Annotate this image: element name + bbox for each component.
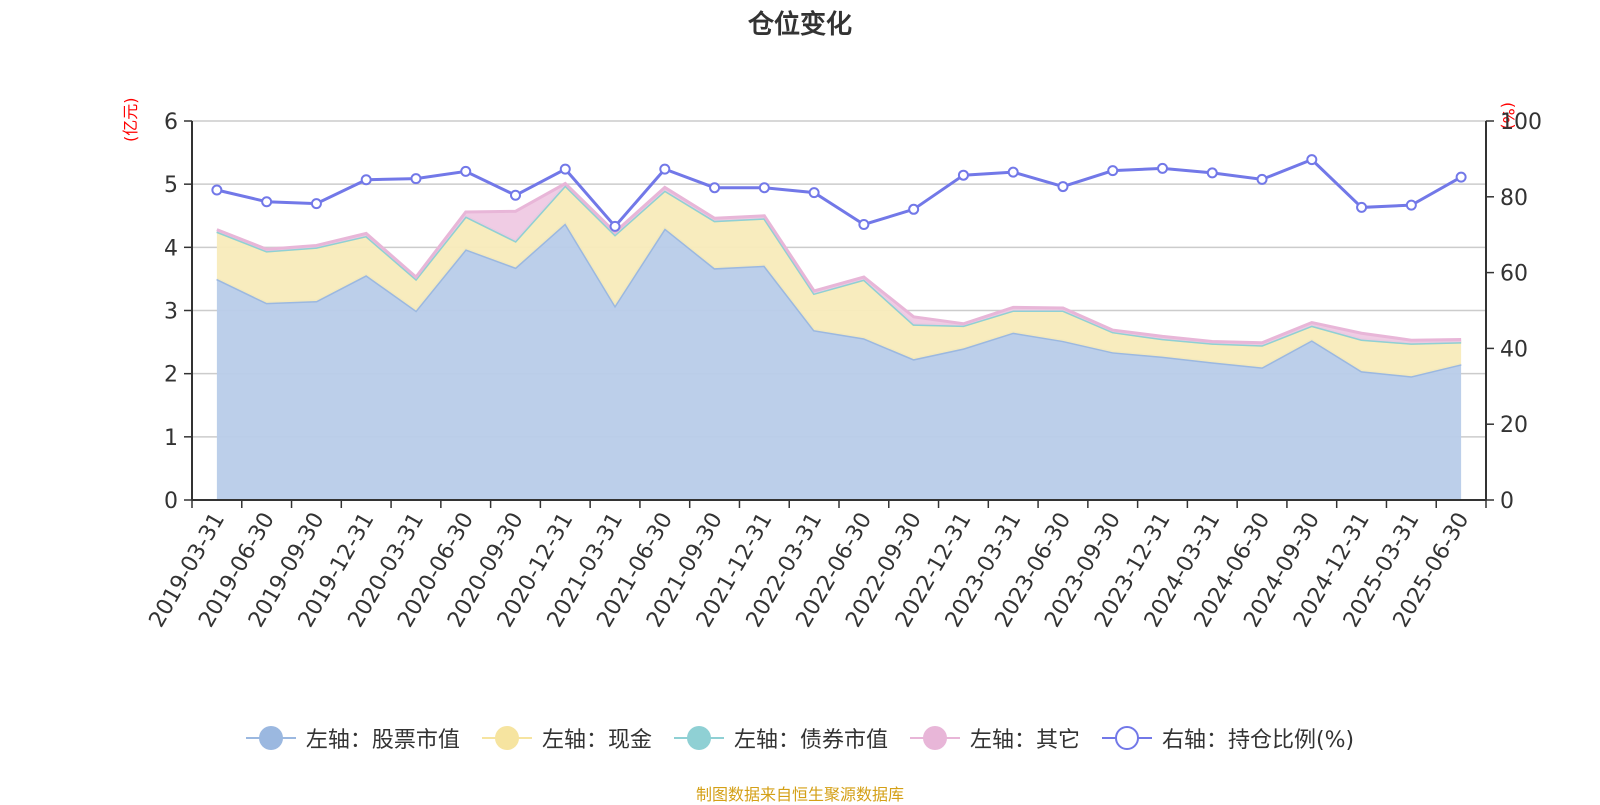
legend-label: 右轴：持仓比例(%) [1161,728,1355,753]
data-point [858,218,870,230]
data-point [261,196,273,208]
data-point [310,198,322,210]
left-axis-tick-label: 2 [164,363,178,388]
right-axis-tick-label: 0 [1500,489,1514,514]
data-point [510,189,521,201]
left-axis-tick-label: 0 [164,489,178,514]
legend-item[interactable]: 左轴：股票市值 [245,722,460,754]
legend-item[interactable]: 左轴：债券市值 [673,722,888,754]
data-point [609,220,621,232]
data-point [808,187,820,199]
legend-label: 左轴：债券市值 [733,728,888,753]
left-axis-tick-label: 5 [164,173,178,198]
area-左轴：股票市值 [216,223,1462,500]
left-axis-tick-label: 1 [164,426,178,451]
data-point [1007,166,1019,178]
data-point [1157,162,1168,174]
chart-plot-area: 01234560204060801002019-03-312019-06-302… [145,110,1542,632]
legend-marker-icon [673,725,724,751]
right-axis-tick-label: 40 [1500,337,1528,362]
legend-label: 左轴：其它 [969,728,1080,753]
data-point [1306,154,1318,166]
legend-item[interactable]: 左轴：其它 [909,722,1080,754]
legend-item[interactable]: 左轴：现金 [481,722,652,754]
data-source-footer: 制图数据来自恒生聚源数据库 [695,785,904,804]
area-series [216,181,1462,500]
data-point [410,173,422,185]
legend-marker-icon [909,725,960,751]
right-axis-tick-label: 100 [1500,110,1542,135]
line-右轴：持仓比例(%) [216,157,1462,229]
legend-marker-icon [245,725,296,751]
legend-marker-icon [481,725,532,751]
data-point [709,182,721,194]
data-point [1206,167,1218,179]
data-point [659,163,671,175]
data-point [957,169,969,181]
data-point [211,184,223,196]
area-line-左轴：其它 [216,181,1462,345]
area-左轴：其它 [216,183,1462,346]
left-axis-tick-label: 6 [164,110,178,135]
data-point [1057,181,1069,193]
data-point [1405,199,1417,211]
legend-label: 左轴：现金 [541,728,652,753]
area-左轴：现金 [216,185,1462,377]
data-point [1107,165,1119,177]
left-axis-tick-label: 3 [164,300,178,325]
legend-marker-icon [1101,725,1152,751]
data-point [360,174,372,186]
data-point [1256,173,1268,185]
legend: 左轴：股票市值 左轴：现金 左轴：债券市值 左轴：其它 右轴：持仓比例(%) [0,722,1600,754]
legend-item[interactable]: 右轴：持仓比例(%) [1101,722,1355,754]
data-point [1356,201,1368,213]
right-axis-tick-label: 80 [1500,186,1528,211]
left-axis-tick-label: 4 [164,236,178,261]
right-axis-tick-label: 20 [1500,413,1528,438]
data-point [908,203,920,215]
chart-title: 仓位变化 [747,10,852,40]
line-series [211,154,1467,232]
data-point [758,182,770,194]
data-point [559,163,571,175]
data-point [460,165,472,177]
legend-label: 左轴：股票市值 [305,728,460,753]
right-axis-tick-label: 60 [1500,262,1528,287]
data-point [1455,171,1467,183]
